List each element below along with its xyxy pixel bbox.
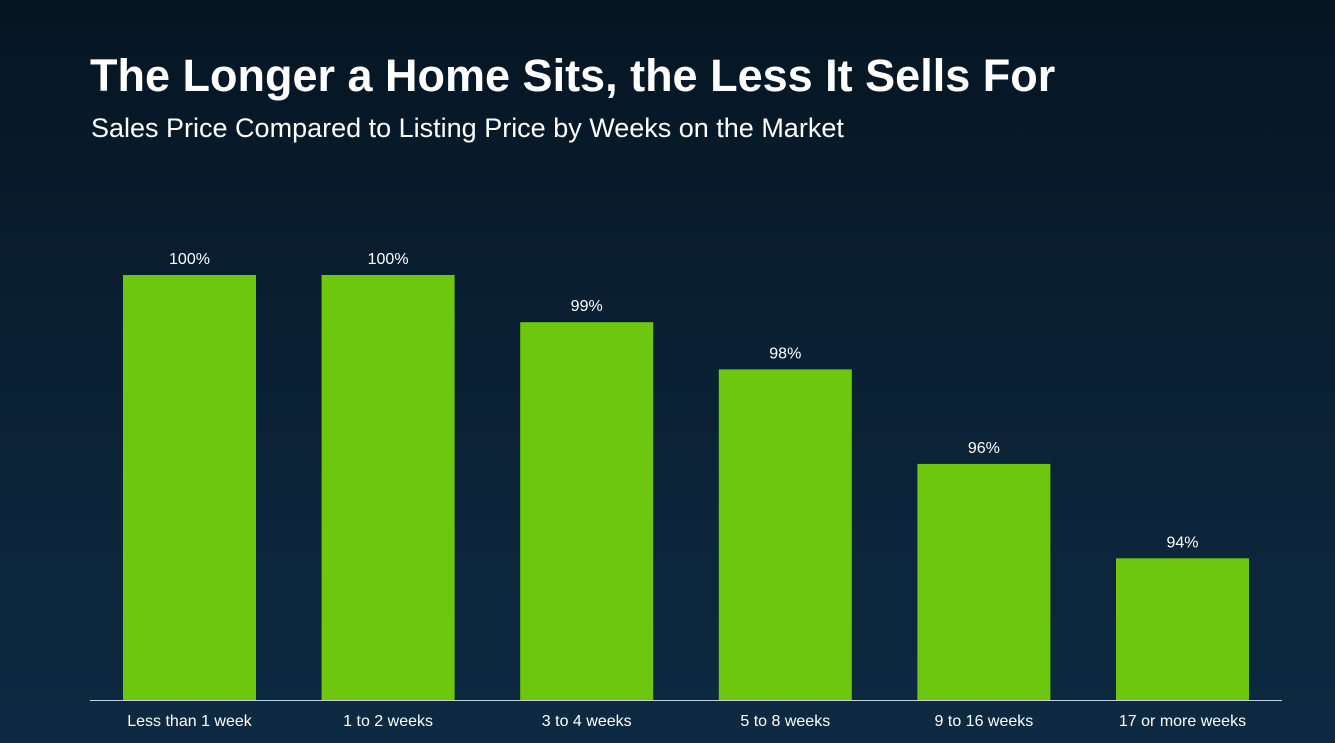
value-label-1: 100% [169,251,210,268]
category-label-4: 5 to 8 weeks [740,713,830,730]
category-label-1: Less than 1 week [127,713,253,730]
category-label-6: 17 or more weeks [1119,713,1246,730]
value-label-6: 94% [1166,534,1198,551]
value-label-4: 98% [769,345,801,362]
chart-title: The Longer a Home Sits, the Less It Sell… [90,50,1056,101]
chart-subtitle: Sales Price Compared to Listing Price by… [91,113,844,143]
value-label-2: 100% [368,251,409,268]
bar-3 [520,322,654,700]
category-label-2: 1 to 2 weeks [343,713,433,730]
value-label-5: 96% [968,440,1000,457]
bar-6 [1116,558,1249,700]
bar-2 [321,275,455,700]
value-label-3: 99% [571,298,603,315]
category-label-5: 9 to 16 weeks [935,713,1034,730]
category-label-3: 3 to 4 weeks [542,713,632,730]
bar-5 [917,463,1051,700]
bar-4 [718,369,852,700]
bar-1 [123,275,256,700]
